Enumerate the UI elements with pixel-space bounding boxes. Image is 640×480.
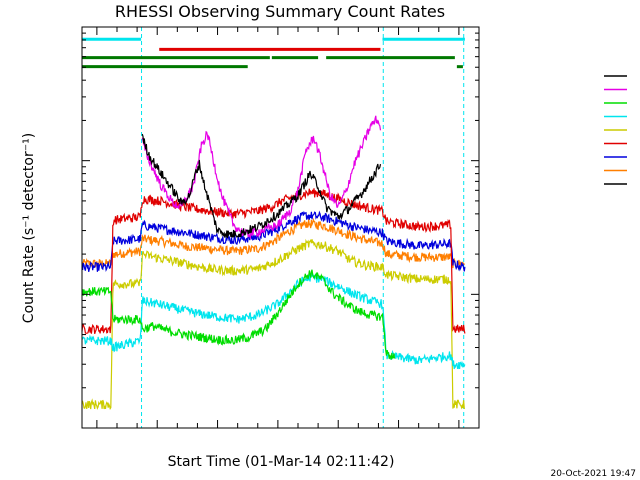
series-line-1: [141, 115, 382, 241]
series-line-5: [81, 188, 466, 334]
y-axis-label: Count Rate (s⁻¹ detector⁻¹): [21, 133, 37, 323]
series-line-0: [141, 133, 382, 239]
footer-timestamp: 20-Oct-2021 19:47: [551, 469, 636, 479]
y-axis: [82, 26, 479, 429]
x-axis-label: Start Time (01-Mar-14 02:11:42): [168, 454, 395, 470]
series-line-7: [81, 217, 466, 269]
x-axis: [96, 27, 480, 428]
chart-title: RHESSI Observing Summary Count Rates: [115, 2, 445, 21]
legend: [604, 75, 627, 185]
series-line-4: [81, 238, 466, 411]
plot-area: [81, 27, 466, 428]
series-line-2: [81, 269, 396, 360]
series-line-3: [81, 270, 466, 370]
plot-frame: [81, 26, 480, 429]
